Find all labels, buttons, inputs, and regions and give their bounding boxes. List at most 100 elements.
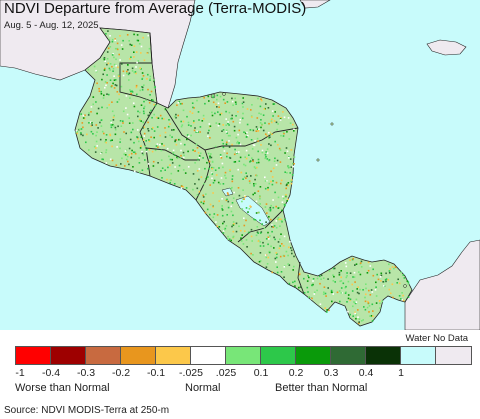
ndvi-pixel xyxy=(365,287,367,290)
ndvi-pixel xyxy=(249,129,252,131)
ndvi-pixel xyxy=(259,219,261,222)
ndvi-pixel xyxy=(143,112,145,115)
ndvi-pixel xyxy=(242,178,244,180)
ndvi-pixel xyxy=(364,296,366,299)
ndvi-pixel xyxy=(250,115,253,117)
ndvi-pixel xyxy=(260,231,263,233)
ndvi-pixel xyxy=(322,277,325,279)
ndvi-pixel xyxy=(232,197,235,199)
ndvi-pixel xyxy=(134,152,137,155)
ndvi-pixel xyxy=(356,291,359,294)
ndvi-pixel xyxy=(80,128,83,130)
ndvi-pixel xyxy=(152,165,155,167)
ndvi-pixel xyxy=(173,129,175,131)
ndvi-pixel xyxy=(397,278,399,281)
ndvi-pixel xyxy=(131,149,133,152)
ndvi-pixel xyxy=(137,129,139,131)
legend-swatch xyxy=(156,347,191,364)
ndvi-pixel xyxy=(292,281,294,284)
ndvi-pixel xyxy=(118,53,120,56)
ndvi-pixel xyxy=(281,201,284,203)
ndvi-pixel xyxy=(152,160,155,163)
ndvi-pixel xyxy=(401,292,403,294)
ndvi-pixel xyxy=(212,95,214,97)
ndvi-pixel xyxy=(182,186,184,188)
ndvi-pixel xyxy=(354,311,356,314)
ndvi-pixel xyxy=(177,114,179,117)
ndvi-pixel xyxy=(92,133,94,135)
ndvi-pixel xyxy=(267,231,269,234)
ndvi-pixel xyxy=(250,228,253,231)
ndvi-pixel xyxy=(84,114,86,116)
ndvi-pixel xyxy=(196,147,199,149)
ndvi-pixel xyxy=(211,111,213,114)
ndvi-pixel xyxy=(226,152,228,155)
ndvi-pixel xyxy=(340,280,343,282)
ndvi-pixel xyxy=(308,276,310,279)
ndvi-pixel xyxy=(259,232,262,234)
ndvi-pixel xyxy=(140,120,142,122)
ndvi-pixel xyxy=(327,278,329,280)
ndvi-pixel xyxy=(83,117,86,120)
ndvi-pixel xyxy=(182,151,185,154)
ndvi-pixel xyxy=(282,111,284,113)
ndvi-pixel xyxy=(265,180,268,182)
ndvi-pixel xyxy=(371,320,374,322)
ndvi-pixel xyxy=(207,176,209,178)
ndvi-pixel xyxy=(235,115,237,117)
ndvi-pixel xyxy=(388,288,391,291)
ndvi-pixel xyxy=(293,163,295,165)
ndvi-pixel xyxy=(277,241,280,243)
ndvi-pixel xyxy=(105,84,107,87)
ndvi-pixel xyxy=(247,211,249,213)
ndvi-pixel xyxy=(256,166,258,169)
ndvi-pixel xyxy=(174,140,176,143)
ndvi-pixel xyxy=(218,200,220,202)
ndvi-pixel xyxy=(220,177,223,179)
ndvi-pixel xyxy=(269,133,272,135)
ndvi-pixel xyxy=(196,170,199,172)
ndvi-pixel xyxy=(259,197,261,200)
ndvi-pixel xyxy=(230,117,232,120)
ndvi-pixel xyxy=(111,101,113,103)
ndvi-pixel xyxy=(232,221,235,223)
ndvi-pixel xyxy=(102,57,105,60)
ndvi-pixel xyxy=(255,130,258,132)
ndvi-pixel xyxy=(368,305,371,307)
ndvi-pixel xyxy=(208,167,210,170)
ndvi-pixel xyxy=(117,74,120,76)
ndvi-pixel xyxy=(171,129,173,131)
ndvi-pixel xyxy=(243,198,245,200)
ndvi-pixel xyxy=(75,130,78,132)
ndvi-pixel xyxy=(261,223,263,225)
ndvi-pixel xyxy=(221,162,224,165)
ndvi-pixel xyxy=(259,203,261,205)
ndvi-pixel xyxy=(143,84,145,86)
ndvi-pixel xyxy=(226,214,228,216)
ndvi-pixel xyxy=(144,145,147,148)
ndvi-pixel xyxy=(358,318,361,320)
ndvi-pixel xyxy=(82,117,85,119)
ndvi-pixel xyxy=(275,121,278,124)
ndvi-pixel xyxy=(140,45,143,48)
ndvi-pixel xyxy=(181,185,183,187)
ndvi-pixel xyxy=(249,205,251,207)
ndvi-pixel xyxy=(230,239,232,242)
ndvi-pixel xyxy=(195,143,198,146)
ndvi-pixel xyxy=(291,174,294,176)
ndvi-pixel xyxy=(125,107,127,109)
ndvi-pixel xyxy=(176,104,178,106)
ndvi-pixel xyxy=(407,281,410,283)
ndvi-pixel xyxy=(290,166,293,168)
ndvi-pixel xyxy=(104,67,106,70)
ndvi-pixel xyxy=(130,44,133,46)
ndvi-pixel xyxy=(139,89,141,92)
ndvi-pixel xyxy=(222,230,225,232)
ndvi-pixel xyxy=(239,156,242,159)
ndvi-pixel xyxy=(283,266,286,268)
ndvi-pixel xyxy=(356,288,358,290)
ndvi-pixel xyxy=(141,152,144,155)
ndvi-pixel xyxy=(122,39,124,42)
ndvi-pixel xyxy=(265,238,268,240)
ndvi-pixel xyxy=(257,190,260,192)
